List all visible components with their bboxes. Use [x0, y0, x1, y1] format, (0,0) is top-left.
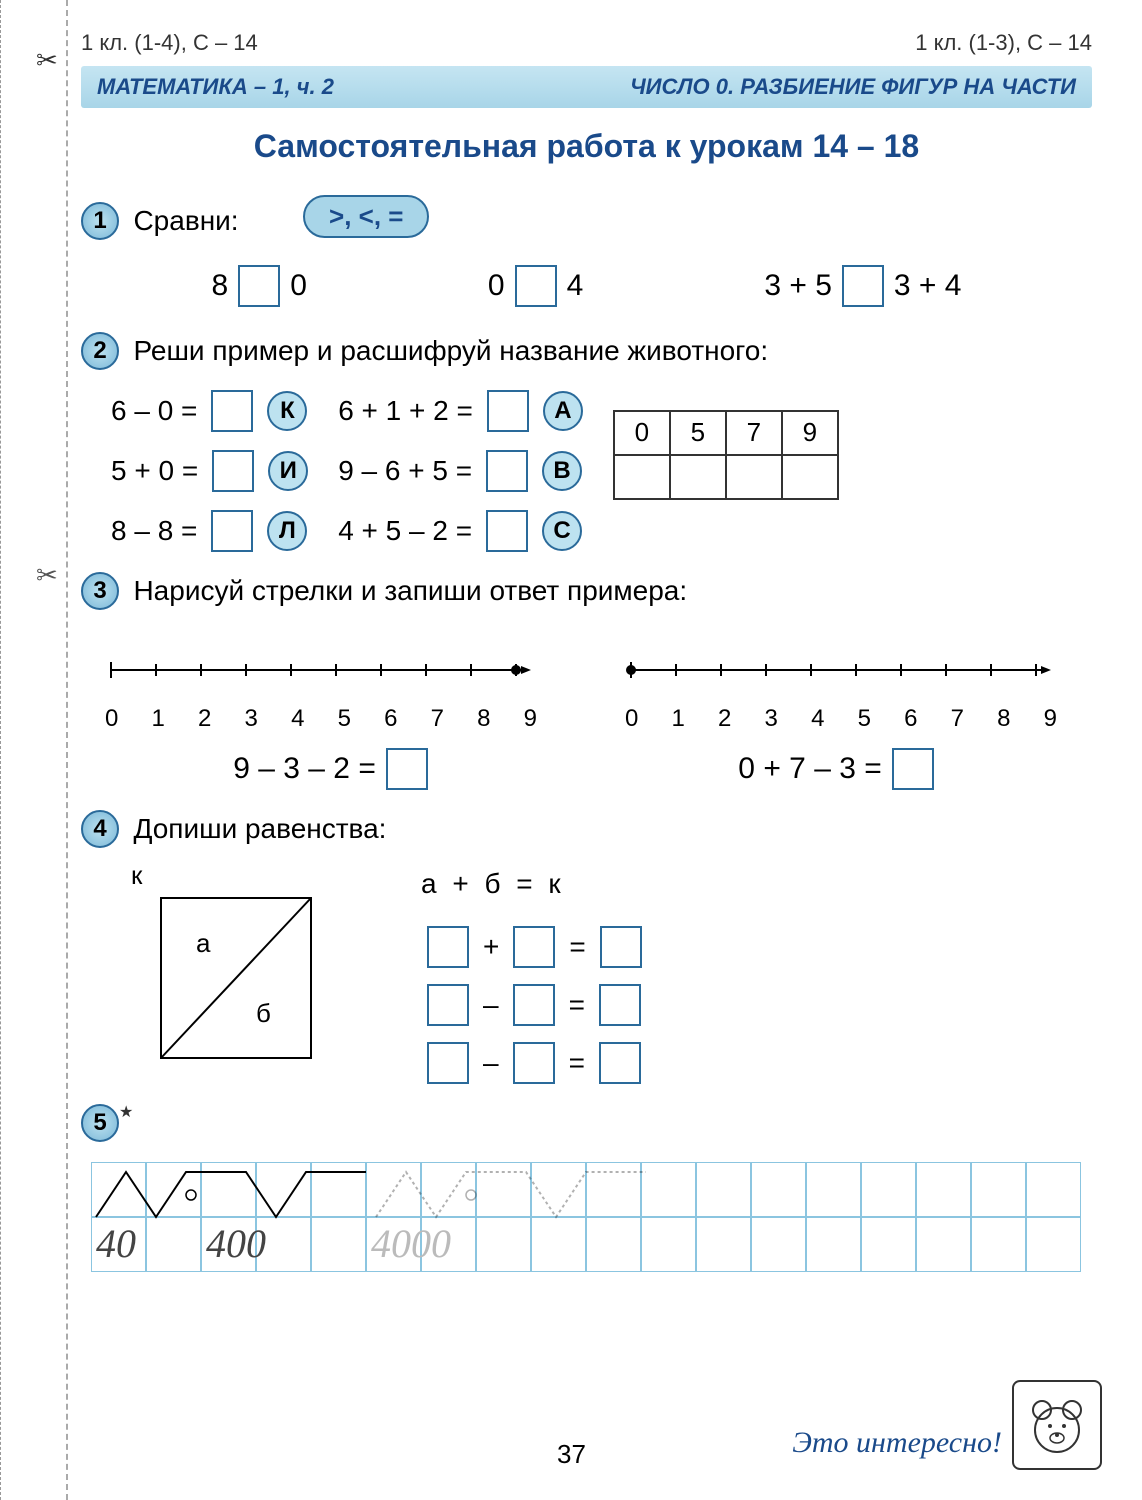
header-right: 1 кл. (1-3), С – 14	[915, 30, 1092, 56]
subject-right: ЧИСЛО 0. РАЗБИЕНИЕ ФИГУР НА ЧАСТИ	[630, 74, 1076, 100]
answer-box[interactable]	[486, 450, 528, 492]
answer-box[interactable]	[513, 1042, 555, 1084]
decode-cell[interactable]	[670, 455, 726, 499]
answer-box[interactable]	[513, 926, 555, 968]
compare-item: 0 4	[488, 265, 583, 307]
page-number: 37	[557, 1439, 586, 1470]
task-3: 3 Нарисуй стрелки и запиши ответ примера…	[81, 572, 1092, 790]
handwriting-sample: 40	[96, 1220, 136, 1267]
scissors-icon: ✂	[36, 560, 58, 591]
letter-circle: А	[543, 391, 583, 431]
task-number: 5	[81, 1104, 119, 1142]
answer-box[interactable]	[386, 748, 428, 790]
answer-box[interactable]	[486, 510, 528, 552]
task-1: 1 Сравни: >, <, = 8 0 0 4 3 + 5 3 + 4	[81, 195, 1092, 307]
letter-circle: В	[542, 451, 582, 491]
compare-item: 8 0	[212, 265, 307, 307]
worksheet-page: ✂ ✂ 1 кл. (1-4), С – 14 1 кл. (1-3), С –…	[0, 0, 1142, 1500]
answer-box[interactable]	[427, 984, 469, 1026]
number-line-2: 01 23 45 67 89	[621, 640, 1061, 733]
subject-left: МАТЕМАТИКА – 1, ч. 2	[97, 74, 334, 100]
letter-circle: К	[267, 391, 307, 431]
answer-box[interactable]	[599, 984, 641, 1026]
task-number: 2	[81, 332, 119, 370]
answer-box[interactable]	[427, 926, 469, 968]
handwriting-sample: 400	[206, 1220, 266, 1267]
decode-cell[interactable]	[726, 455, 782, 499]
task-label: Реши пример и расшифруй название животно…	[133, 335, 768, 366]
task-2: 2 Реши пример и расшифруй название живот…	[81, 332, 1092, 552]
answer-box[interactable]	[600, 926, 642, 968]
answer-box[interactable]	[513, 984, 555, 1026]
answer-box[interactable]	[211, 510, 253, 552]
decode-cell[interactable]	[782, 455, 838, 499]
answer-box[interactable]	[211, 390, 253, 432]
task-5: 5 ★	[81, 1104, 1092, 1272]
task-4: 4 Допиши равенства: к а б а + б = к += –…	[81, 810, 1092, 1084]
task-number: 3	[81, 572, 119, 610]
task-number: 1	[81, 202, 119, 240]
answer-box[interactable]	[892, 748, 934, 790]
letter-circle: Л	[267, 511, 307, 551]
zigzag-pattern-faded	[371, 1167, 651, 1222]
answer-box[interactable]	[427, 1042, 469, 1084]
scissors-icon: ✂	[36, 45, 58, 76]
equations-col-1: 6 – 0 =К 5 + 0 =И 8 – 8 =Л	[111, 390, 308, 552]
handwriting-sample-faded: 4000	[371, 1220, 451, 1267]
zigzag-pattern	[91, 1167, 371, 1222]
answer-box[interactable]	[842, 265, 884, 307]
answer-box[interactable]	[212, 450, 254, 492]
answer-box[interactable]	[599, 1042, 641, 1084]
bear-icon	[1012, 1380, 1102, 1470]
task-label: Сравни:	[133, 205, 238, 236]
star-icon: ★	[119, 1102, 133, 1122]
answer-box[interactable]	[487, 390, 529, 432]
decode-cell[interactable]	[614, 455, 670, 499]
footer-text: Это интересно!	[792, 1426, 1002, 1460]
task-number: 4	[81, 810, 119, 848]
equation-list: а + б = к += –= –=	[421, 868, 648, 1084]
number-line-1: 01 23 45 67 89	[101, 640, 541, 733]
compare-item: 3 + 5 3 + 4	[764, 265, 961, 307]
decode-table: 0 5 7 9	[613, 410, 839, 500]
page-title: Самостоятельная работа к урокам 14 – 18	[81, 128, 1092, 165]
header-labels: 1 кл. (1-4), С – 14 1 кл. (1-3), С – 14	[81, 30, 1092, 56]
writing-grid[interactable]: 40 400 4000	[91, 1162, 1082, 1272]
equations-col-2: 6 + 1 + 2 =А 9 – 6 + 5 =В 4 + 5 – 2 =С	[338, 390, 583, 552]
answer-box[interactable]	[515, 265, 557, 307]
shape-diagram: к а б	[141, 868, 321, 1068]
answer-box[interactable]	[238, 265, 280, 307]
compare-row: 8 0 0 4 3 + 5 3 + 4	[121, 265, 1052, 307]
letter-circle: И	[268, 451, 308, 491]
task-label: Нарисуй стрелки и запиши ответ примера:	[133, 575, 687, 606]
cut-line	[66, 0, 68, 1500]
header-left: 1 кл. (1-4), С – 14	[81, 30, 258, 56]
subject-bar: МАТЕМАТИКА – 1, ч. 2 ЧИСЛО 0. РАЗБИЕНИЕ …	[81, 66, 1092, 108]
letter-circle: С	[542, 511, 582, 551]
task-label: Допиши равенства:	[133, 813, 386, 844]
symbols-badge: >, <, =	[303, 195, 429, 238]
